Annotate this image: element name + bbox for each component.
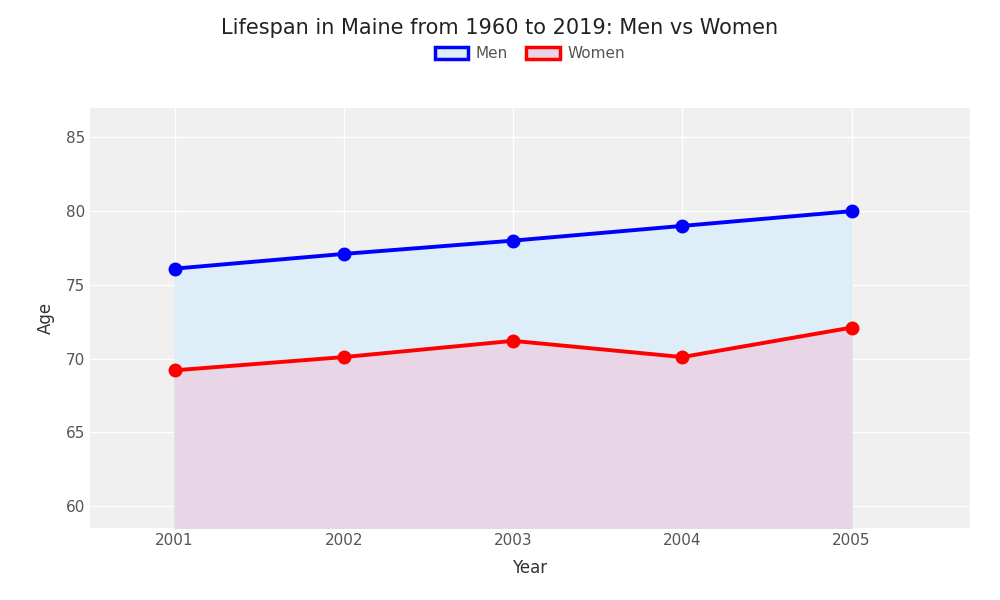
Y-axis label: Age: Age bbox=[37, 302, 55, 334]
Text: Lifespan in Maine from 1960 to 2019: Men vs Women: Lifespan in Maine from 1960 to 2019: Men… bbox=[221, 18, 779, 38]
Legend: Men, Women: Men, Women bbox=[429, 40, 631, 67]
X-axis label: Year: Year bbox=[512, 559, 548, 577]
